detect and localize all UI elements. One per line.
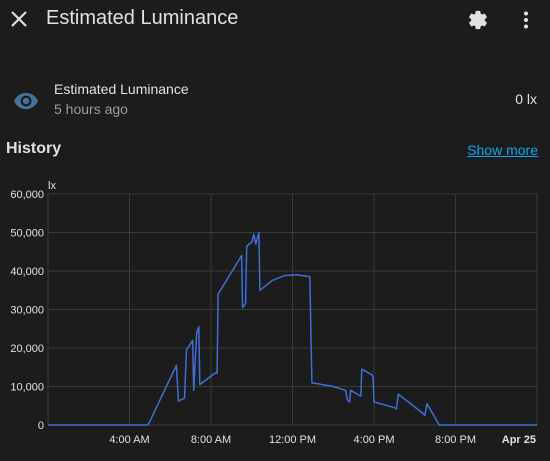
y-tick-label: 50,000 — [10, 228, 44, 240]
dots-vertical-icon — [524, 11, 528, 29]
dialog-header: Estimated Luminance — [0, 0, 550, 40]
luminance-series-line — [48, 231, 537, 426]
x-tick-label: 8:00 PM — [435, 434, 476, 446]
show-more-link[interactable]: Show more — [467, 142, 538, 158]
dialog-title: Estimated Luminance — [46, 7, 239, 29]
history-chart: 0 10,000 20,000 30,000 40,000 50,000 60,000 4:… — [10, 180, 538, 446]
x-tick-label: 4:00 PM — [354, 434, 395, 446]
y-tick-label: 0 — [38, 420, 44, 432]
entity-row[interactable]: Estimated Luminance 5 hours ago 0 lx — [0, 74, 550, 124]
gear-icon — [469, 10, 487, 30]
close-icon — [11, 11, 27, 27]
x-tick-label: 4:00 AM — [109, 434, 149, 446]
y-tick-label: 40,000 — [10, 266, 44, 278]
y-tick-label: 30,000 — [10, 305, 44, 317]
y-tick-label: 10,000 — [10, 382, 44, 394]
more-options-button[interactable] — [516, 8, 536, 32]
y-axis-unit-label: lx — [48, 180, 56, 192]
x-tick-label: Apr 25 — [502, 434, 536, 446]
entity-last-changed: 5 hours ago — [54, 101, 128, 117]
settings-button[interactable] — [466, 8, 490, 32]
x-tick-label: 12:00 PM — [269, 434, 316, 446]
y-tick-label: 20,000 — [10, 343, 44, 355]
history-heading: History — [6, 140, 62, 157]
entity-state: 0 lx — [515, 91, 537, 107]
entity-name: Estimated Luminance — [54, 81, 189, 97]
x-tick-label: 8:00 AM — [191, 434, 231, 446]
close-button[interactable] — [6, 6, 32, 32]
y-tick-label: 60,000 — [10, 189, 44, 201]
eye-icon — [14, 92, 38, 110]
